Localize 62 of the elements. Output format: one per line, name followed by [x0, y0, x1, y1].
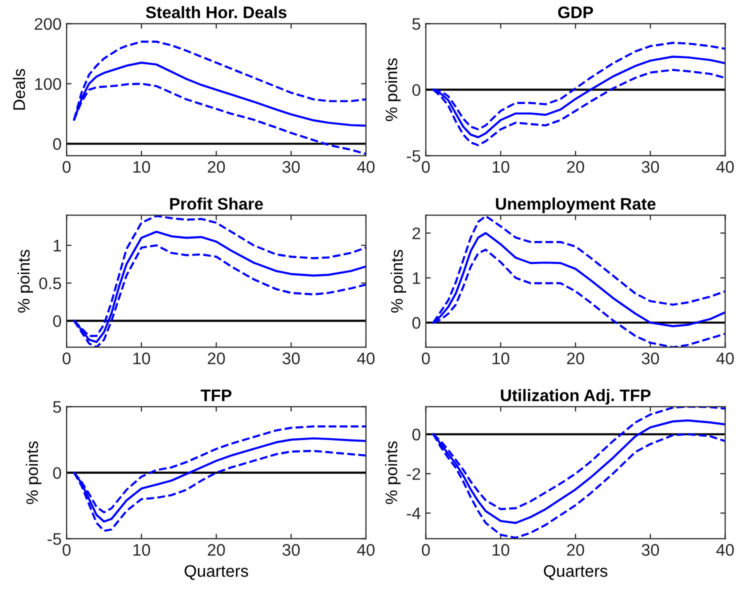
x-tick-label: 10: [492, 352, 510, 364]
chart-title: GDP: [558, 6, 594, 18]
y-tick-label: 0: [53, 315, 62, 328]
chart-title: Unemployment Rate: [496, 198, 656, 214]
x-tick-label: 20: [567, 544, 584, 556]
y-axis-title: Deals: [12, 69, 26, 110]
x-tick-label: 40: [357, 544, 375, 556]
y-tick-label: -2: [406, 468, 420, 480]
y-axis-title: % points: [26, 441, 42, 504]
x-tick-label: 0: [422, 544, 430, 556]
x-tick-label: 0: [62, 544, 71, 556]
x-tick-label: 30: [282, 352, 300, 364]
x-tick-label: 20: [567, 352, 584, 364]
x-tick-label: 10: [133, 544, 150, 556]
y-tick-label: -5: [406, 150, 420, 162]
y-tick-label: -5: [48, 533, 62, 545]
y-tick-label: 200: [34, 18, 62, 30]
y-axis-title: % points: [385, 58, 401, 122]
y-tick-label: -4: [406, 508, 420, 520]
y-axis-title: % points: [17, 250, 34, 313]
chart-title: Stealth Hor. Deals: [146, 6, 286, 18]
x-tick-label: 40: [357, 161, 375, 173]
x-tick-label: 20: [208, 161, 225, 173]
y-tick-label: 0: [412, 428, 420, 440]
x-tick-label: 30: [642, 161, 659, 173]
x-tick-label: 30: [642, 544, 659, 556]
y-tick-label: 0: [412, 317, 420, 329]
y-tick-label: 100: [35, 78, 62, 90]
x-tick-label: 30: [642, 352, 659, 364]
x-tick-label: 40: [357, 352, 375, 364]
y-tick-label: 2: [412, 227, 420, 240]
x-tick-label: 20: [208, 352, 225, 364]
chart-title: TFP: [200, 390, 232, 402]
y-tick-label: 1: [54, 240, 61, 252]
y-axis-title: % points: [385, 441, 401, 504]
x-tick-label: 40: [716, 544, 734, 556]
x-tick-label: 0: [422, 161, 430, 173]
y-axis-title: % points: [390, 250, 406, 313]
y-tick-label: 5: [412, 18, 420, 30]
y-tick-label: 5: [53, 401, 62, 413]
chart-title: Profit Share: [170, 198, 263, 210]
x-tick-label: 20: [208, 544, 225, 556]
y-tick-label: 0.5: [39, 277, 62, 290]
y-tick-label: 1: [412, 272, 420, 284]
x-tick-label: 10: [133, 352, 150, 364]
x-tick-label: 30: [282, 544, 300, 556]
x-tick-label: 0: [422, 352, 430, 364]
x-tick-label: 0: [62, 161, 71, 173]
y-tick-label: 0: [53, 467, 62, 479]
x-tick-label: 10: [133, 161, 150, 173]
chart-title: Utilization Adj. TFP: [500, 389, 651, 405]
y-tick-label: 0: [53, 138, 62, 150]
x-tick-label: 20: [567, 161, 584, 173]
x-tick-label: 10: [492, 161, 510, 173]
x-tick-label: 30: [282, 161, 300, 173]
x-tick-label: 40: [716, 161, 734, 173]
y-tick-label: 0: [412, 84, 420, 96]
x-tick-label: 0: [62, 352, 71, 364]
x-axis-title: Quarters: [184, 565, 248, 580]
x-tick-label: 40: [716, 352, 734, 364]
x-axis-title: Quarters: [544, 565, 608, 580]
x-tick-label: 10: [492, 544, 510, 556]
